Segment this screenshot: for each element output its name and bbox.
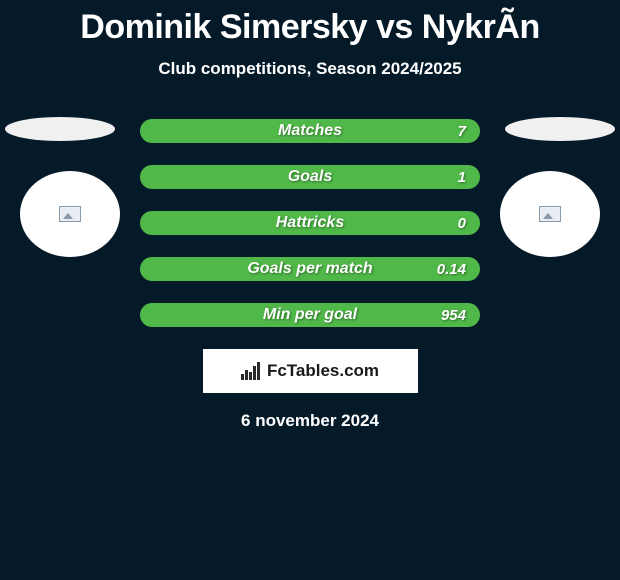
logo: FcTables.com <box>241 361 379 381</box>
stat-value: 0.14 <box>437 261 466 278</box>
stat-value: 1 <box>458 169 466 186</box>
stat-bar-hattricks: Hattricks 0 <box>140 211 480 235</box>
player1-avatar <box>20 171 120 257</box>
stat-bar-matches: Matches 7 <box>140 119 480 143</box>
player2-ellipse <box>505 117 615 141</box>
stat-value: 7 <box>458 123 466 140</box>
logo-text: FcTables.com <box>267 361 379 381</box>
stat-value: 0 <box>458 215 466 232</box>
player1-ellipse <box>5 117 115 141</box>
image-placeholder-icon <box>539 206 561 222</box>
stat-bar-goals: Goals 1 <box>140 165 480 189</box>
stats-bars: Matches 7 Goals 1 Hattricks 0 Goals per … <box>140 119 480 327</box>
logo-box: FcTables.com <box>203 349 418 393</box>
page-title: Dominik Simersky vs NykrÃ­n <box>0 0 620 47</box>
stat-value: 954 <box>441 307 466 324</box>
stat-label: Goals <box>288 168 332 186</box>
stat-label: Matches <box>278 122 342 140</box>
stat-label: Goals per match <box>247 260 372 278</box>
stat-label: Min per goal <box>263 306 357 324</box>
date-label: 6 november 2024 <box>0 411 620 431</box>
bar-chart-icon <box>241 362 263 380</box>
image-placeholder-icon <box>59 206 81 222</box>
stat-bar-min-per-goal: Min per goal 954 <box>140 303 480 327</box>
page-subtitle: Club competitions, Season 2024/2025 <box>0 59 620 79</box>
stat-label: Hattricks <box>276 214 344 232</box>
player2-avatar <box>500 171 600 257</box>
comparison-content: Matches 7 Goals 1 Hattricks 0 Goals per … <box>0 119 620 431</box>
stat-bar-goals-per-match: Goals per match 0.14 <box>140 257 480 281</box>
